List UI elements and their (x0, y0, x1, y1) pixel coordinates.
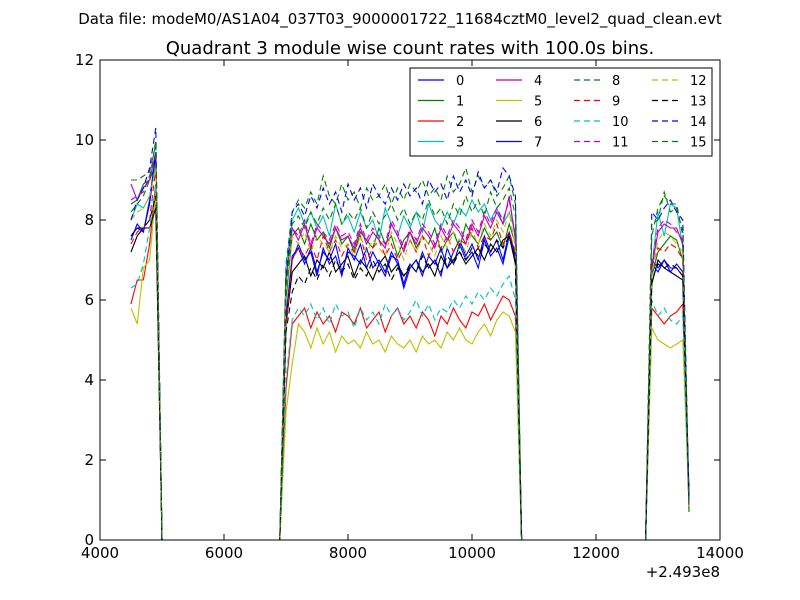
legend-label-14: 14 (690, 115, 707, 130)
y-tick-label: 2 (84, 451, 94, 469)
legend-label-7: 7 (534, 136, 542, 151)
legend-label-5: 5 (534, 95, 542, 110)
series-line-8 (131, 143, 690, 541)
y-tick-label: 6 (84, 291, 94, 309)
series-line-4 (130, 151, 690, 541)
legend-label-4: 4 (534, 74, 542, 89)
series-layer (130, 127, 690, 541)
y-tick-label: 10 (75, 131, 94, 149)
series-line-2 (130, 183, 690, 541)
legend-label-8: 8 (612, 74, 620, 89)
x-tick-label: 14000 (696, 544, 744, 562)
legend-label-9: 9 (612, 95, 620, 110)
x-tick-label: 6000 (205, 544, 243, 562)
y-tick-label: 12 (75, 51, 94, 69)
legend-label-3: 3 (456, 136, 464, 151)
legend-label-1: 1 (456, 95, 464, 110)
y-tick-label: 0 (84, 531, 94, 549)
legend-label-10: 10 (612, 115, 629, 130)
x-tick-label: 8000 (329, 544, 367, 562)
chart-title: Quadrant 3 module wise count rates with … (166, 38, 655, 59)
legend-label-0: 0 (456, 74, 464, 89)
y-tick-label: 8 (84, 211, 94, 229)
series-line-7 (130, 151, 690, 541)
series-line-14 (130, 127, 690, 541)
legend-label-15: 15 (690, 136, 707, 151)
series-line-5 (130, 191, 690, 541)
x-offset-label: +2.493e8 (646, 563, 720, 581)
x-tick-label: 10000 (448, 544, 496, 562)
series-line-3 (130, 163, 690, 541)
series-line-6 (130, 207, 690, 541)
data-file-suptitle: Data file: modeM0/AS1A04_037T03_90000017… (78, 10, 722, 29)
legend-label-2: 2 (456, 115, 464, 130)
x-tick-label: 4000 (81, 544, 119, 562)
legend-label-13: 13 (690, 95, 707, 110)
series-line-13 (130, 195, 690, 541)
series-line-0 (130, 155, 690, 541)
y-tick-label: 4 (84, 371, 94, 389)
x-tick-label: 12000 (572, 544, 620, 562)
series-line-10 (130, 183, 690, 541)
legend-label-12: 12 (690, 74, 707, 89)
legend-box (409, 67, 713, 157)
legend-label-11: 11 (612, 136, 629, 151)
series-line-1 (130, 163, 690, 541)
series-line-11 (130, 155, 690, 541)
legend-label-6: 6 (534, 115, 542, 130)
